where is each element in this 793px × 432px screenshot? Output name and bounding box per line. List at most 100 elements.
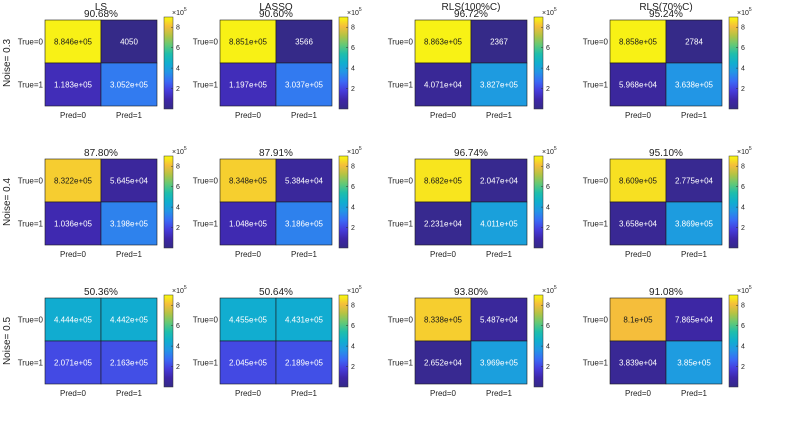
colorbar-multiplier: ×105 [737,285,752,295]
colorbar [728,155,739,249]
pred-class-tick-label: Pred=1 [681,111,708,120]
heatmap-panels: 90.68% 8.846e+05 4050 1.183e+05 3.052e+05 Tru… [18,7,752,398]
cell-value-label: 4.011e+05 [480,220,518,229]
colorbar-multiplier-exponent: 5 [184,285,187,291]
heatmap-panel: 95.24% 8.858e+05 2784 5.968e+04 3.638e+05 Tru… [583,7,752,120]
colorbar-multiplier-exponent: 5 [749,146,752,152]
colorbar-multiplier-base: ×10 [172,10,184,17]
colorbar [533,155,544,249]
panel-accuracy-title: 50.36% [84,287,118,298]
colorbar-tick-label: 8 [741,25,745,32]
true-class-tick-label: True=1 [193,359,219,368]
colorbar-tick-label: 4 [741,66,745,73]
colorbar-multiplier: ×105 [737,146,752,156]
colorbar-tick-label: 8 [351,303,355,310]
true-class-tick-label: True=1 [18,220,44,229]
colorbar-tick-label: 4 [351,205,355,212]
cell-value-label: 3.638e+05 [675,81,714,90]
colorbar [338,294,349,388]
cell-value-label: 8.338e+05 [424,316,463,325]
colorbar-multiplier: ×105 [542,7,557,17]
heatmap-panel: 87.80% 8.322e+05 5.645e+04 1.036e+05 3.198e+… [18,146,187,259]
cell-value-label: 8.863e+05 [424,38,463,47]
colorbar-tick-label: 4 [741,344,745,351]
pred-class-tick-label: Pred=1 [486,111,513,120]
heatmap-panel: 50.36% 4.444e+05 4.442e+05 2.071e+05 2.163e+… [18,285,187,398]
cell-value-label: 4.444e+05 [54,316,93,325]
cell-value-label: 4.442e+05 [110,316,149,325]
colorbar-tick-label: 4 [351,344,355,351]
heatmap-cell [470,62,528,107]
cell-value-label: 2.047e+04 [480,177,519,186]
panel-accuracy-title: 95.24% [649,9,683,20]
colorbar-multiplier-exponent: 5 [184,146,187,152]
cell-value-label: 1.048e+05 [229,220,268,229]
heatmap-cell [665,340,723,385]
heatmap-panel: 50.64% 4.455e+05 4.431e+05 2.045e+05 2.189e+… [193,285,362,398]
colorbar-multiplier-exponent: 5 [554,146,557,152]
colorbar-tick-label: 6 [741,184,745,191]
pred-class-tick-label: Pred=1 [291,389,318,398]
colorbar [338,16,349,110]
colorbar-tick-label: 8 [741,164,745,171]
cell-value-label: 2.071e+05 [54,359,93,368]
cell-value-label: 2367 [490,38,508,47]
heatmap-cell [470,340,528,385]
true-class-tick-label: True=1 [583,220,609,229]
colorbar-tick-label: 6 [351,45,355,52]
true-class-tick-label: True=1 [388,81,414,90]
cell-value-label: 2.163e+05 [110,359,149,368]
panel-accuracy-title: 95.10% [649,148,683,159]
pred-class-tick-label: Pred=0 [430,111,457,120]
panel-accuracy-title: 87.80% [84,148,118,159]
panel-accuracy-title: 87.91% [259,148,293,159]
pred-class-tick-label: Pred=1 [291,111,318,120]
heatmap-cell [100,340,158,385]
colorbar-tick-label: 4 [741,205,745,212]
heatmap-cell [414,158,472,203]
pred-class-tick-label: Pred=0 [60,111,87,120]
heatmap-cell [275,158,333,203]
colorbar [533,16,544,110]
colorbar-tick-label: 6 [176,45,180,52]
heatmap-panel: 87.91% 8.348e+05 5.384e+04 1.048e+05 3.186e+… [193,146,362,259]
heatmap-cell [470,297,528,342]
heatmap-cell [275,297,333,342]
heatmap-cell [219,158,277,203]
colorbar-tick-label: 6 [546,45,550,52]
colorbar-tick-label: 2 [741,86,745,93]
cell-value-label: 3.052e+05 [110,81,149,90]
heatmap-cell [414,201,472,246]
true-class-tick-label: True=1 [193,81,219,90]
heatmap-cell [414,19,472,64]
colorbar-tick-label: 8 [176,25,180,32]
colorbar-multiplier-exponent: 5 [359,7,362,13]
cell-value-label: 3.869e+05 [675,220,714,229]
colorbar-multiplier: ×105 [172,285,187,295]
colorbar-multiplier-base: ×10 [542,10,554,17]
pred-class-tick-label: Pred=0 [235,111,262,120]
pred-class-tick-label: Pred=1 [291,250,318,259]
true-class-tick-label: True=0 [583,316,609,325]
heatmap-panel: 95.10% 8.609e+05 2.775e+04 3.658e+04 3.869e+… [583,146,752,259]
cell-value-label: 8.858e+05 [619,38,658,47]
colorbar-tick-label: 2 [351,225,355,232]
cell-value-label: 1.036e+05 [54,220,93,229]
colorbar-tick-label: 6 [176,323,180,330]
cell-value-label: 8.348e+05 [229,177,268,186]
colorbar-multiplier: ×105 [542,146,557,156]
cell-value-label: 2784 [685,38,703,47]
cell-value-label: 8.609e+05 [619,177,658,186]
true-class-tick-label: True=1 [583,81,609,90]
panel-accuracy-title: 96.74% [454,148,488,159]
heatmap-panel: 93.80% 8.338e+05 5.487e+04 2.652e+04 3.969e+… [388,285,557,398]
colorbar-tick-label: 8 [176,303,180,310]
cell-value-label: 1.197e+05 [229,81,268,90]
heatmap-cell [609,297,667,342]
row-label: Noise= 0.3 [2,39,13,88]
true-class-tick-label: True=1 [388,220,414,229]
pred-class-tick-label: Pred=0 [430,389,457,398]
true-class-tick-label: True=0 [388,38,414,47]
cell-value-label: 2.231e+04 [424,220,463,229]
cell-value-label: 3.198e+05 [110,220,149,229]
